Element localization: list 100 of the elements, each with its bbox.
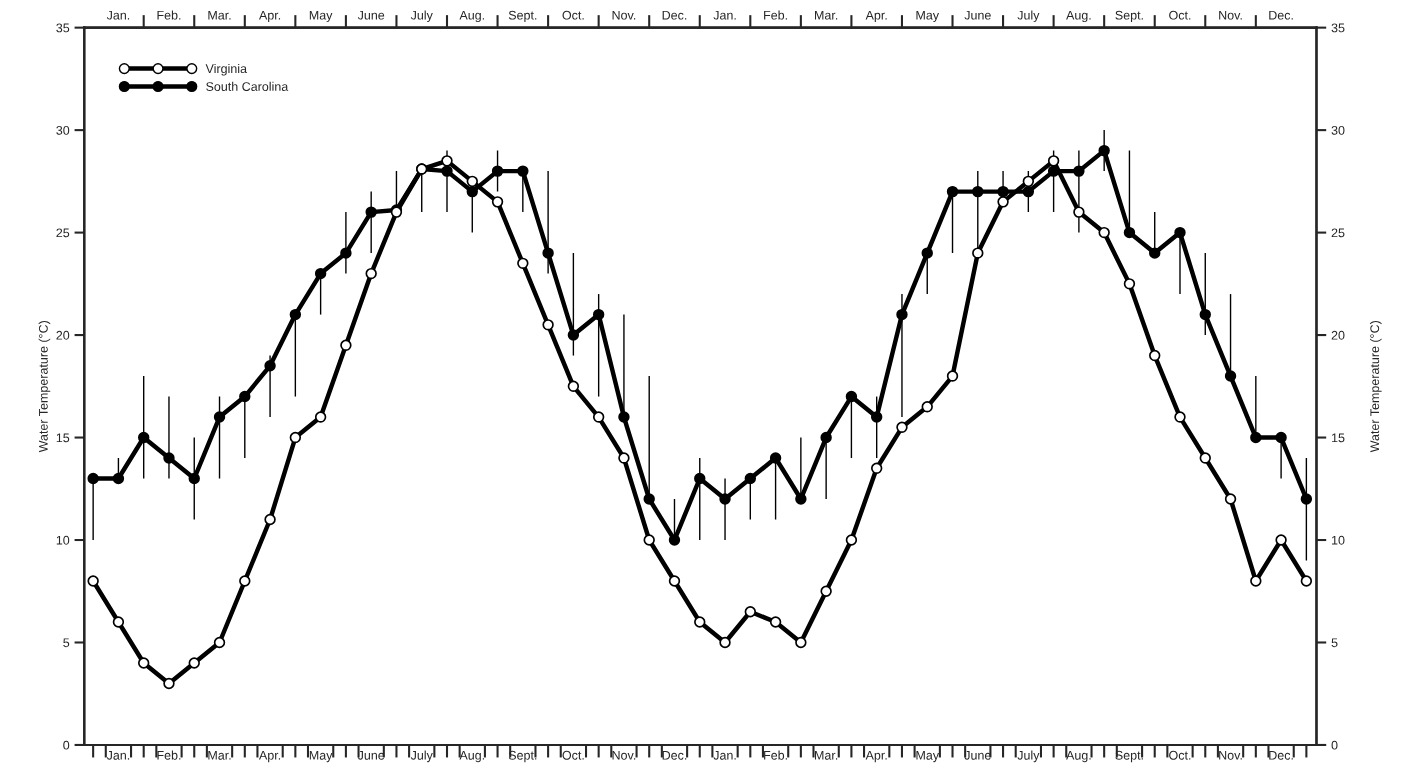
y2-axis-title: Water Temperature (°C) (1369, 321, 1382, 453)
point (314, 267, 327, 280)
category-label: Mar. (208, 750, 231, 760)
point (517, 257, 529, 270)
y2-tick-label: 15 (1332, 433, 1345, 443)
point (769, 616, 782, 628)
point (896, 421, 908, 433)
x-tick-label: Dec. (662, 10, 687, 20)
y-tick-label: 15 (56, 433, 70, 443)
x-tick-label: Jan. (106, 10, 130, 20)
point (264, 513, 276, 526)
x-tick-label: Apr. (258, 10, 281, 23)
y-tick-label: 10 (56, 535, 70, 545)
point (466, 175, 478, 188)
category-label: Feb. (764, 750, 787, 760)
x-tick-label: Mar. (815, 10, 838, 20)
point (441, 165, 453, 177)
category-label: Dec. (662, 750, 687, 760)
point (921, 247, 933, 259)
y2-tick-label: 10 (1332, 535, 1345, 545)
x-tick-label: Nov. (1219, 10, 1242, 20)
point (972, 185, 984, 198)
x-tick-label: Jan. (713, 10, 736, 20)
point (163, 677, 175, 690)
x-tick-label: May (916, 10, 940, 23)
point (213, 411, 226, 423)
point (466, 185, 478, 198)
point (1224, 370, 1237, 382)
category-label: June (357, 750, 385, 760)
point (744, 606, 757, 618)
point (1022, 185, 1035, 198)
point (668, 534, 681, 546)
point (997, 196, 1009, 208)
point (365, 206, 377, 218)
category-label: Feb. (157, 750, 181, 760)
point (845, 534, 858, 546)
point (542, 319, 554, 331)
y2-tick-label: 35 (1331, 23, 1345, 33)
category-label: July (410, 750, 433, 763)
x-tick-label: Apr. (865, 10, 887, 23)
category-label: Jan. (106, 750, 130, 760)
point (163, 452, 175, 464)
point (744, 472, 757, 485)
point (1098, 144, 1110, 157)
point (491, 196, 504, 208)
x-tick-label: Feb. (157, 10, 181, 20)
point (1224, 493, 1237, 505)
point (1174, 411, 1186, 423)
category-label: Jan. (713, 750, 736, 760)
point (289, 308, 302, 321)
y-tick-label: 0 (63, 740, 70, 750)
category-label: Mar. (815, 750, 838, 760)
point (997, 185, 1009, 198)
point (567, 380, 580, 393)
point (719, 636, 731, 649)
point (314, 411, 327, 423)
x-tick-label: Sept. (508, 10, 537, 23)
category-label: May (309, 750, 333, 763)
category-label: Nov. (612, 750, 636, 760)
category-label: Nov. (1219, 750, 1242, 760)
category-label: Apr. (865, 750, 887, 763)
point (946, 185, 959, 198)
point (112, 472, 125, 485)
point (1250, 575, 1262, 587)
point (946, 370, 959, 382)
y-tick-label: 5 (63, 638, 70, 648)
point (112, 616, 125, 628)
point (1250, 431, 1262, 444)
point (1123, 278, 1136, 290)
x-tick-label: May (309, 10, 333, 23)
x-tick-label: Nov. (612, 10, 636, 20)
point (239, 390, 251, 403)
point (188, 472, 200, 485)
point (1098, 226, 1110, 239)
category-label: Apr. (258, 750, 281, 763)
category-label: Sept. (508, 750, 537, 763)
point (289, 431, 302, 444)
point (1149, 349, 1161, 362)
point (239, 575, 251, 587)
point (491, 165, 504, 177)
point (441, 155, 453, 167)
point (1073, 206, 1085, 218)
x-tick-label: July (1017, 10, 1040, 23)
x-tick-label: June (964, 10, 991, 20)
x-tick-label: Mar. (208, 10, 231, 20)
category-label: Oct. (562, 750, 584, 760)
y2-tick-label: 30 (1331, 125, 1345, 135)
y2-tick-label: 5 (1331, 638, 1338, 648)
x-tick-label: Feb. (764, 10, 787, 20)
y-tick-label: 35 (56, 23, 70, 33)
point (365, 267, 377, 280)
point (1199, 308, 1211, 321)
category-label: June (964, 750, 991, 760)
point (340, 247, 352, 259)
x-tick-label: June (357, 10, 385, 20)
point (87, 472, 99, 485)
point (340, 339, 352, 352)
point (769, 452, 782, 464)
category-label: Dec. (1269, 750, 1293, 760)
x-tick-label: Aug. (1066, 10, 1091, 23)
